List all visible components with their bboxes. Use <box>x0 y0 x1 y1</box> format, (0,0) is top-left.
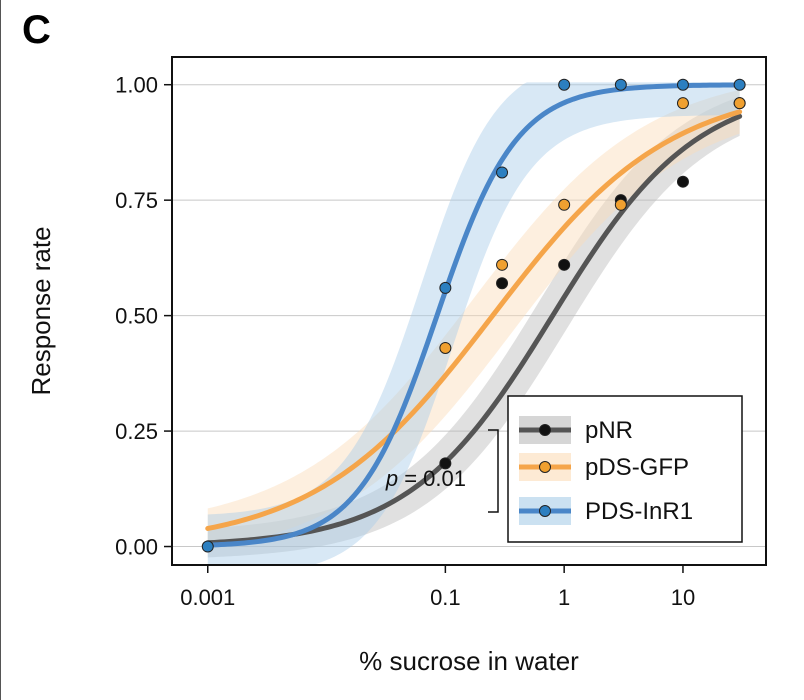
significance-annotation: p = 0.01 <box>385 429 499 513</box>
panel-letter: C <box>22 8 51 52</box>
y-tick-label: 0.25 <box>115 419 158 444</box>
data-point <box>614 78 627 91</box>
y-axis-ticks: 0.00 0.25 0.50 0.75 1.00 <box>115 73 172 560</box>
legend-marker <box>539 424 551 436</box>
legend-label: PDS-InR1 <box>585 498 693 525</box>
panel-left-border <box>0 0 1 700</box>
y-tick-label: 1.00 <box>115 73 158 98</box>
legend: pNR pDS-GFP PDS-InR1 <box>507 395 743 543</box>
p-value-label: p = 0.01 <box>385 466 466 491</box>
x-tick-label: 1 <box>558 585 570 610</box>
data-point <box>201 540 214 553</box>
data-point <box>733 78 746 91</box>
x-tick-label: 0.1 <box>430 585 461 610</box>
data-point <box>558 198 571 211</box>
data-point <box>676 175 689 188</box>
p-symbol: p <box>385 466 398 491</box>
significance-bracket <box>488 429 499 513</box>
legend-marker <box>539 505 551 517</box>
data-point <box>676 78 689 91</box>
data-point <box>439 457 452 470</box>
data-point <box>496 258 509 271</box>
p-value: = 0.01 <box>398 466 466 491</box>
data-point <box>439 281 452 294</box>
x-axis-ticks: 0.001 0.1 1 10 <box>180 565 695 610</box>
confidence-band <box>207 96 740 558</box>
fit-curves <box>205 82 743 548</box>
data-point <box>614 198 627 211</box>
confidence-band <box>207 89 740 549</box>
y-tick-label: 0.00 <box>115 535 158 560</box>
data-point <box>558 78 571 91</box>
data-point <box>496 166 509 179</box>
x-axis-label: % sucrose in water <box>359 646 579 676</box>
x-tick-label: 10 <box>671 585 695 610</box>
x-tick-label: 0.001 <box>180 585 235 610</box>
y-tick-label: 0.75 <box>115 188 158 213</box>
legend-label: pDS-GFP <box>585 454 689 481</box>
data-point <box>733 97 746 110</box>
legend-label: pNR <box>585 417 633 444</box>
plot-frame <box>171 56 767 566</box>
data-point <box>558 258 571 271</box>
data-point <box>439 341 452 354</box>
legend-marker <box>539 461 551 473</box>
fit-curve <box>205 109 743 531</box>
data-point <box>496 277 509 290</box>
fit-curve <box>205 82 743 548</box>
data-point <box>676 97 689 110</box>
y-axis-label: Response rate <box>26 226 56 395</box>
data-points <box>201 78 746 553</box>
y-tick-label: 0.50 <box>115 304 158 329</box>
